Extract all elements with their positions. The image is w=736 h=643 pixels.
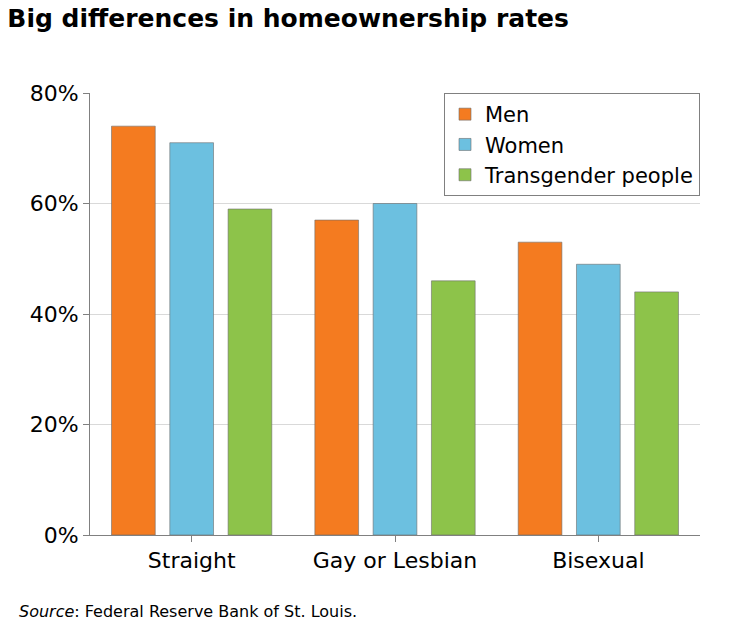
svg-text:Men: Men — [485, 103, 529, 127]
svg-text:Straight: Straight — [148, 548, 236, 573]
svg-text:20%: 20% — [30, 412, 79, 437]
svg-text:Bisexual: Bisexual — [552, 548, 644, 573]
svg-text:Gay or Lesbian: Gay or Lesbian — [313, 548, 477, 573]
svg-text:Transgender people: Transgender people — [484, 164, 693, 188]
svg-text:60%: 60% — [30, 191, 79, 216]
svg-text:Women: Women — [485, 134, 564, 158]
svg-text:Big differences in homeownersh: Big differences in homeownership rates — [7, 4, 569, 33]
svg-text:Source: Federal Reserve Bank o: Source: Federal Reserve Bank of St. Loui… — [19, 602, 357, 621]
svg-text:40%: 40% — [30, 302, 79, 327]
svg-text:0%: 0% — [44, 523, 79, 548]
svg-text:80%: 80% — [30, 81, 79, 106]
